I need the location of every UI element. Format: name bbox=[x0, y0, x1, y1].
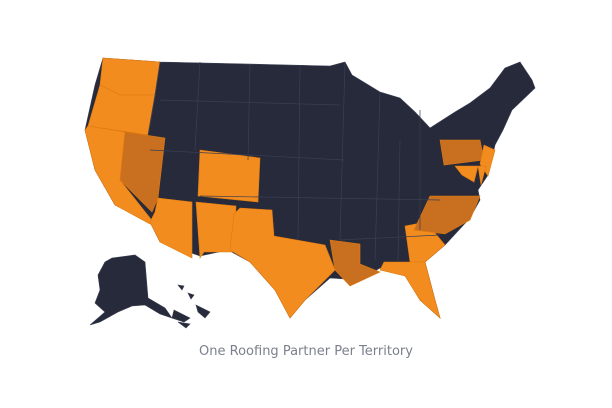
partner-states bbox=[84, 57, 496, 319]
state-nv[interactable] bbox=[119, 131, 166, 213]
state-nc[interactable] bbox=[413, 195, 481, 235]
border-lines bbox=[147, 61, 441, 263]
state-fl[interactable] bbox=[379, 261, 441, 319]
state-co[interactable] bbox=[197, 149, 261, 203]
state-hawaii-1[interactable] bbox=[177, 284, 185, 291]
state-de[interactable] bbox=[477, 165, 487, 186]
state-hawaii-2[interactable] bbox=[187, 292, 195, 300]
state-la[interactable] bbox=[329, 239, 381, 287]
state-tx[interactable] bbox=[229, 207, 336, 319]
state-nm[interactable] bbox=[195, 201, 237, 259]
state-alaska[interactable] bbox=[89, 254, 173, 326]
state-hawaii-3[interactable] bbox=[195, 304, 211, 319]
state-borders bbox=[147, 61, 441, 263]
state-az[interactable] bbox=[149, 197, 193, 259]
state-md[interactable] bbox=[454, 165, 479, 183]
state-hawaii-4[interactable] bbox=[171, 309, 191, 323]
state-hawaii-5[interactable] bbox=[177, 321, 191, 329]
map-caption: One Roofing Partner Per Territory bbox=[199, 344, 413, 359]
